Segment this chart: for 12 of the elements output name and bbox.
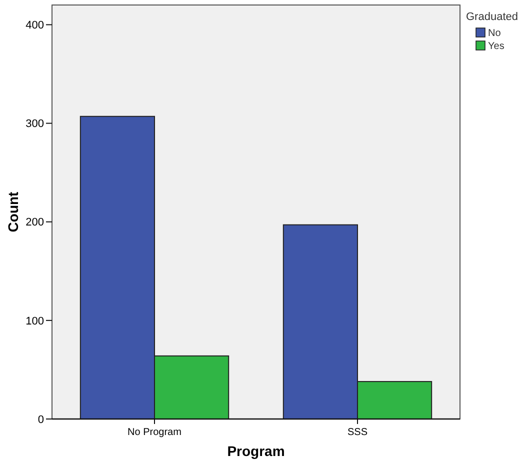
legend-label: No	[488, 28, 502, 39]
y-axis-title: Count	[5, 191, 21, 232]
x-axis-title: Program	[227, 443, 285, 459]
y-tick-label: 200	[26, 216, 44, 229]
x-tick-label: SSS	[347, 427, 368, 438]
y-tick-label: 400	[26, 20, 44, 32]
legend-label: Yes	[488, 41, 504, 52]
legend-title: Graduated	[466, 11, 518, 23]
x-tick-label: No Program	[128, 427, 182, 438]
y-tick-label: 0	[38, 414, 44, 426]
y-tick-label: 100	[26, 315, 44, 328]
y-tick-label: 300	[26, 118, 44, 130]
